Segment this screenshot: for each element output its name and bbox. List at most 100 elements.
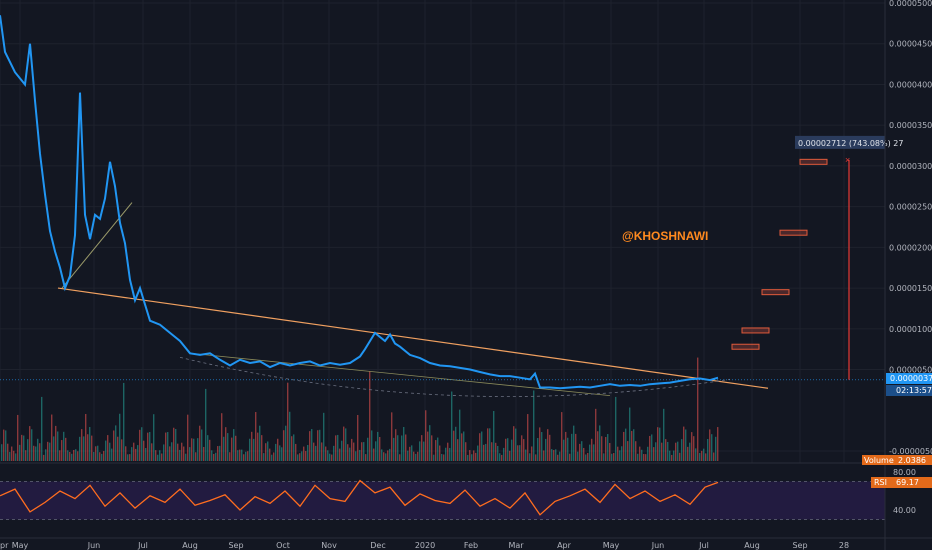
volume-bar [59,450,61,461]
volume-bar [675,442,677,461]
volume-bar [233,429,235,461]
volume-bar [411,445,413,461]
volume-bar [291,436,293,461]
volume-bar [555,449,557,461]
volume-bar [557,454,559,461]
projection-box[interactable] [741,327,770,334]
volume-bar [363,442,365,461]
volume-bar [163,444,165,461]
volume-bar [251,431,253,461]
volume-bar [479,433,481,461]
channel-trendline[interactable] [189,352,611,397]
volume-bar [305,451,307,461]
volume-bar [615,396,617,461]
volume-bar [377,431,379,461]
watermark-text: @KHOSHNAWI [622,229,708,243]
volume-bar [519,445,521,461]
time-axis[interactable]: pr May Jun Jul Aug Sep Oct Nov Dec 2020 Feb Mar Apr M… [0,541,849,550]
volume-bar [311,429,313,461]
volume-bar [23,435,25,461]
volume-bar [259,425,261,461]
volume-bar [11,446,13,461]
trend-lines[interactable] [0,202,885,397]
volume-bar [109,442,111,461]
target-measure[interactable]: × 0.00002712 (743.08%) 27 [795,135,903,380]
volume-bar [247,451,249,461]
volume-bar [563,439,565,461]
volume-bar [9,451,11,461]
time-tick-label: May [603,541,620,550]
volume-bar [619,450,621,461]
volume-bar [175,429,177,461]
volume-bar [125,446,127,461]
volume-bar [27,439,29,461]
rsi-axis[interactable]: 80.00 40.00 [893,468,916,515]
projection-box[interactable] [761,289,790,296]
volume-bar [371,430,373,461]
volume-bar [189,447,191,461]
volume-bar [161,453,163,461]
volume-bar [123,382,125,461]
volume-bar [661,442,663,461]
volume-bar [627,441,629,461]
volume-bar [667,441,669,461]
volume-bar [213,453,215,461]
volume-bar [645,454,647,461]
volume-bar [607,434,609,461]
volume-bar [677,441,679,461]
volume-bar [523,439,525,461]
volume-bar [343,426,345,461]
volume-bar [469,450,471,461]
volume-bar [315,445,317,461]
volume-bar [439,445,441,461]
projection-boxes[interactable] [731,158,828,350]
target-label-box [795,135,885,149]
volume-bar [231,437,233,461]
volume-bar [483,444,485,461]
volume-bar [709,429,711,461]
volume-bar [375,441,377,461]
volume-bar [95,446,97,461]
cup-arc[interactable] [179,356,731,397]
target-x-marker: × [845,155,850,165]
rsi-tick-label: 80.00 [893,468,916,477]
volume-bar [47,441,49,461]
volume-bar [115,425,117,461]
support-trendline[interactable] [61,202,133,289]
volume-bar [455,426,457,461]
volume-bar [99,452,101,461]
volume-bar [437,437,439,461]
volume-bar [219,445,221,461]
volume-bar [289,411,291,461]
volume-bar [379,436,381,461]
volume-bar [107,435,109,461]
volume-bar [427,431,429,461]
volume-bar [359,449,361,461]
volume-bar [517,445,519,461]
volume-bar [595,408,597,461]
volume-bar [691,432,693,461]
volume-bar [445,447,447,461]
main-trendline[interactable] [57,287,769,389]
projection-box[interactable] [731,343,760,350]
volume-bar [701,450,703,461]
volume-bar [49,442,51,461]
volume-bar [713,452,715,461]
volume-bar [169,446,171,461]
volume-bar [139,429,141,461]
volume-bar [395,429,397,461]
projection-box[interactable] [779,229,808,236]
volume-bar [327,450,329,461]
volume-bar [137,445,139,461]
volume-bar [443,454,445,461]
volume-bar [373,448,375,461]
projection-box[interactable] [799,158,828,165]
volume-bar [431,435,433,461]
volume-bar [383,452,385,461]
volume-bar [425,410,427,461]
